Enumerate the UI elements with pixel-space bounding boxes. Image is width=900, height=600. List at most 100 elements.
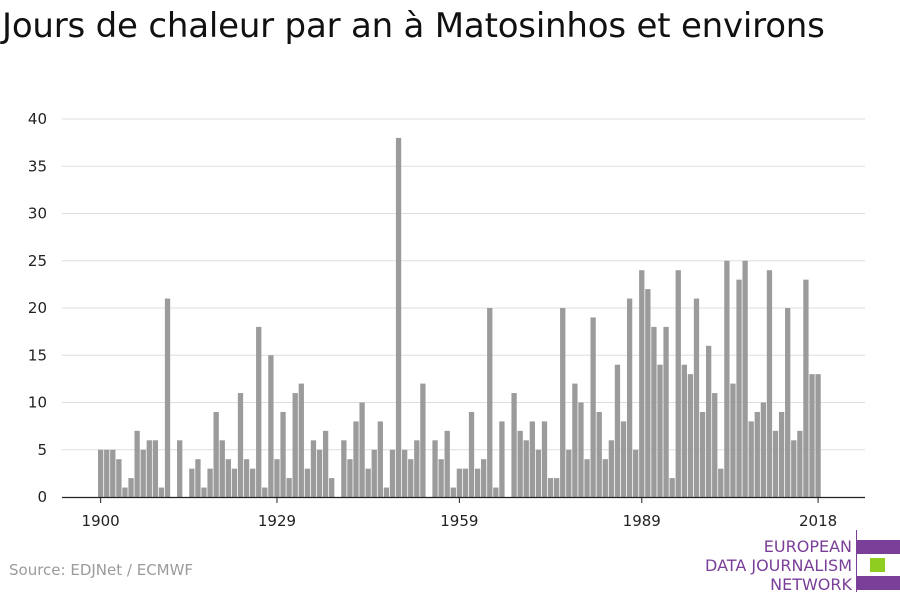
logo-bar-green	[870, 558, 885, 572]
bar-1929	[274, 459, 280, 497]
y-tick-label: 35	[28, 157, 47, 175]
bar-1921	[225, 459, 231, 497]
x-tick-label: 2018	[799, 512, 837, 530]
bar-1935	[310, 440, 317, 497]
bar-1998	[693, 298, 700, 497]
bar-1980	[584, 459, 590, 497]
bar-1957	[444, 430, 450, 497]
bar-2017	[809, 374, 815, 497]
y-tick-label: 25	[28, 252, 47, 270]
y-tick-label: 30	[28, 205, 47, 223]
bar-2006	[742, 260, 748, 497]
bar-1938	[329, 478, 335, 497]
bar-1966	[499, 421, 505, 497]
bar-1952	[414, 440, 420, 497]
bar-1933	[298, 383, 304, 497]
bar-1968	[511, 393, 517, 497]
logo-line-2: DATA JOURNALISM	[705, 556, 852, 575]
bar-1902	[110, 449, 116, 497]
bar-1993	[663, 326, 669, 497]
bar-1979	[578, 402, 584, 497]
bar-1970	[523, 440, 529, 497]
bar-1995	[675, 270, 681, 497]
bar-1985	[614, 364, 621, 497]
logo-text: EUROPEAN DATA JOURNALISM NETWORK	[705, 537, 852, 594]
bar-1963	[481, 459, 487, 497]
bar-1981	[590, 317, 596, 497]
bar-1987	[626, 298, 633, 497]
x-tick-label: 1929	[258, 512, 296, 530]
bar-2007	[748, 421, 754, 497]
bar-1950	[402, 449, 408, 497]
bar-1936	[316, 449, 323, 497]
bar-1983	[602, 459, 608, 497]
bar-1978	[572, 383, 578, 497]
bar-1997	[687, 374, 694, 497]
bar-1905	[128, 478, 134, 497]
bar-1956	[438, 459, 444, 497]
bar-1904	[122, 487, 128, 497]
bar-1910	[158, 487, 165, 497]
bar-1958	[450, 487, 456, 497]
bar-1903	[116, 459, 122, 497]
y-tick-label: 20	[28, 299, 47, 317]
source-note: Source: EDJNet / ECMWF	[9, 561, 194, 579]
bar-1932	[292, 393, 298, 497]
bar-2015	[797, 430, 803, 497]
bar-1988	[633, 449, 639, 497]
bar-1973	[541, 421, 548, 497]
bar-1928	[268, 355, 274, 497]
edjnet-logo: EUROPEAN DATA JOURNALISM NETWORK	[700, 530, 900, 594]
bar-1909	[152, 440, 159, 497]
x-tick-label: 1900	[82, 512, 120, 530]
bar-2001	[712, 393, 718, 497]
bar-1943	[359, 402, 365, 497]
bar-1972	[535, 449, 542, 497]
bars	[98, 137, 821, 497]
bar-1949	[395, 137, 402, 497]
y-tick-label: 10	[28, 394, 47, 412]
logo-line-1: EUROPEAN	[763, 537, 852, 556]
bar-1920	[219, 440, 225, 497]
y-tick-label: 15	[28, 346, 47, 364]
bar-1925	[250, 468, 256, 497]
bar-2009	[760, 402, 767, 497]
bar-1917	[201, 487, 207, 497]
chart-title: Jours de chaleur par an à Matosinhos et …	[2, 6, 825, 46]
x-tick-labels: 1900 1929 1959 1989 2018	[82, 497, 837, 530]
bar-1918	[207, 468, 213, 497]
bar-2000	[706, 345, 712, 497]
bar-1930	[280, 411, 286, 497]
bar-1941	[347, 459, 353, 497]
bar-2013	[785, 308, 791, 497]
bar-1919	[213, 411, 219, 497]
bar-1959	[456, 468, 463, 497]
bar-1945	[371, 449, 377, 497]
bar-1953	[420, 383, 426, 497]
y-tick-labels: 0 5 10 15 20 25 30 35 40	[28, 110, 47, 506]
bar-1951	[408, 459, 414, 497]
bar-1944	[365, 468, 371, 497]
bar-1907	[140, 449, 146, 497]
bar-1965	[493, 487, 499, 497]
bar-1946	[377, 421, 383, 497]
bar-1982	[596, 411, 602, 497]
bar-1969	[517, 430, 523, 497]
bar-2002	[718, 468, 724, 497]
bar-1901	[104, 449, 110, 497]
bar-1926	[256, 326, 262, 497]
bar-1922	[231, 468, 238, 497]
bar-1913	[177, 440, 183, 497]
bar-1994	[669, 478, 675, 497]
bar-1942	[353, 421, 359, 497]
bar-2005	[736, 279, 742, 497]
bar-1989	[639, 270, 645, 497]
bar-1991	[651, 326, 657, 497]
bar-1931	[286, 478, 292, 497]
bar-1900	[98, 449, 104, 497]
bar-2016	[803, 279, 809, 497]
bar-2012	[778, 411, 785, 497]
bar-1927	[262, 487, 268, 497]
bar-2003	[724, 260, 730, 497]
